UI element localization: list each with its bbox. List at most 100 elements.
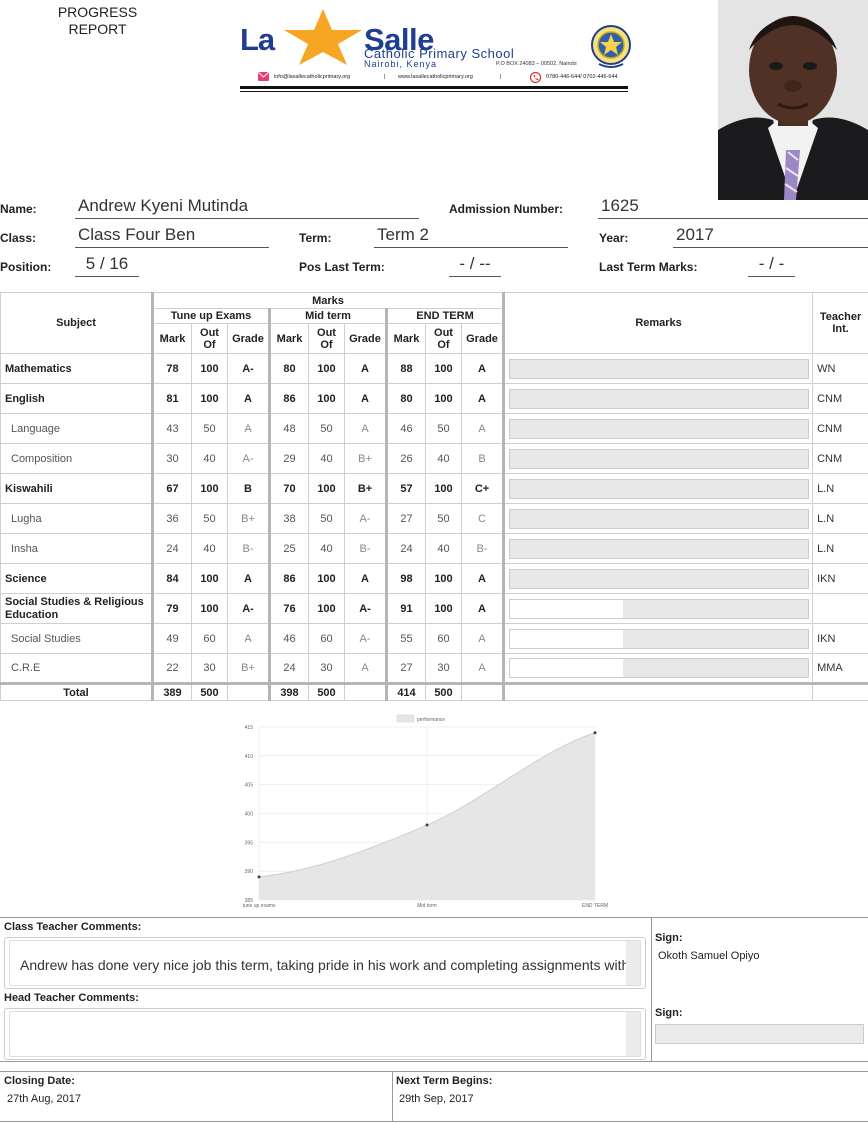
subject-cell: Kiswahili — [0, 473, 153, 504]
exam-header-mid-term: Mid term — [268, 308, 387, 324]
teacher-initials-cell — [812, 593, 868, 624]
remarks-field[interactable] — [509, 478, 810, 499]
out-of-cell: 100 — [425, 473, 462, 504]
out-of-header: Out Of — [308, 323, 345, 354]
performance-point — [593, 731, 597, 735]
remarks-field[interactable] — [509, 598, 810, 619]
teacher-initials-cell: L.N — [812, 533, 868, 564]
mark-cell: 25 — [268, 533, 309, 564]
closing-date-value: 27th Aug, 2017 — [7, 1093, 82, 1105]
class-teacher-comments-box[interactable]: Andrew has done very nice job this term,… — [4, 937, 646, 989]
y-tick-label: 385 — [245, 898, 254, 904]
total-label: Total — [0, 682, 153, 701]
teacher-initials-cell: IKN — [812, 623, 868, 654]
remarks-cell — [502, 353, 814, 384]
out-of-cell: 60 — [425, 623, 462, 654]
total-row: Total 389 500 398 500 414 500 — [0, 682, 868, 701]
next-term-label: Next Term Begins: — [396, 1075, 493, 1087]
y-tick-label: 390 — [245, 869, 254, 875]
remarks-cell — [502, 383, 814, 414]
grade-cell: A- — [344, 623, 387, 654]
logo-salle: Salle — [364, 22, 434, 57]
remarks-field[interactable] — [509, 448, 810, 469]
performance-point — [257, 875, 261, 879]
grade-cell: B+ — [344, 473, 387, 504]
remarks-field[interactable] — [509, 628, 810, 649]
subject-cell: Insha — [0, 533, 153, 564]
mark-cell: 70 — [268, 473, 309, 504]
header-rule-thick — [240, 86, 628, 89]
total-out-of-tune-up: 500 — [191, 682, 228, 701]
exam-header-tune-up: Tune up Exams — [151, 308, 270, 324]
subject-cell: Social Studies — [0, 623, 153, 654]
grade-header: Grade — [460, 323, 505, 354]
grade-cell: B+ — [227, 503, 270, 534]
subject-cell: C.R.E — [0, 653, 153, 684]
grade-cell: A- — [227, 443, 270, 474]
out-of-cell: 100 — [308, 353, 345, 384]
grade-cell: B- — [344, 533, 387, 564]
marks-header: Marks — [150, 292, 505, 309]
admission-label: Admission Number: — [449, 202, 564, 216]
pos-last-term-label: Pos Last Term: — [299, 260, 385, 274]
remarks-field[interactable] — [509, 508, 810, 529]
contact-separator-2: | — [500, 74, 502, 80]
phone-text[interactable]: 0780-446-644/ 0702-446-644 — [546, 74, 618, 80]
mark-cell: 24 — [385, 533, 426, 564]
footer-rule-1 — [0, 1061, 868, 1062]
grade-cell: A — [460, 653, 505, 684]
subject-cell: Social Studies & Religious Education — [0, 593, 153, 624]
out-of-cell: 40 — [425, 443, 462, 474]
grade-cell: A- — [344, 503, 387, 534]
grade-cell: A — [460, 383, 505, 414]
grade-cell: A — [344, 563, 387, 594]
class-teacher-sign-label: Sign: — [655, 932, 683, 944]
performance-chart: 385 390 395 400 405 410 415 tune up exams Mid te… — [243, 714, 608, 909]
grade-cell: C+ — [460, 473, 505, 504]
grade-cell: A — [227, 563, 270, 594]
mark-cell: 67 — [151, 473, 192, 504]
remarks-field[interactable] — [509, 538, 810, 559]
remarks-field[interactable] — [509, 568, 810, 589]
remarks-field[interactable] — [509, 388, 810, 409]
out-of-cell: 100 — [425, 353, 462, 384]
grade-cell: B+ — [344, 443, 387, 474]
mark-cell: 38 — [268, 503, 309, 534]
mark-cell: 80 — [385, 383, 426, 414]
subject-header: Subject — [0, 292, 153, 354]
grade-cell: B+ — [227, 653, 270, 684]
grade-cell: A — [344, 383, 387, 414]
total-out-of-end-term: 500 — [425, 682, 462, 701]
grade-cell: A — [460, 413, 505, 444]
footer-divider — [392, 1072, 393, 1122]
remarks-field[interactable] — [509, 358, 810, 379]
teacher-header-line1: Teacher — [819, 311, 862, 323]
head-teacher-sign-field[interactable] — [655, 1024, 864, 1044]
subject-cell: Mathematics — [0, 353, 153, 384]
out-of-cell: 50 — [425, 503, 462, 534]
website-text[interactable]: www.lasallecatholicprimary.org — [398, 74, 473, 80]
remarks-field[interactable] — [509, 418, 810, 439]
head-teacher-comments-box[interactable] — [4, 1008, 646, 1060]
mark-cell: 80 — [268, 353, 309, 384]
grade-cell: C — [460, 503, 505, 534]
mark-cell: 76 — [268, 593, 309, 624]
class-teacher-comments-scrollbar[interactable] — [626, 941, 640, 985]
total-out-of-mid-term: 500 — [308, 682, 345, 701]
head-teacher-comments-scrollbar[interactable] — [626, 1012, 640, 1056]
table-row: Language 43 50 A 48 50 A 46 50 A CNM — [0, 413, 868, 444]
out-of-header: Out Of — [425, 323, 462, 354]
school-city: Nairobi, Kenya — [364, 59, 438, 69]
remarks-field[interactable] — [509, 658, 810, 678]
mark-cell: 49 — [151, 623, 192, 654]
contact-line: info@lasallecatholicprimary.org | www.la… — [256, 72, 632, 84]
total-teacher — [812, 682, 868, 701]
class-teacher-comments-text: Andrew has done very nice job this term,… — [20, 957, 630, 973]
mark-cell: 86 — [268, 563, 309, 594]
email-text[interactable]: info@lasallecatholicprimary.org — [274, 74, 351, 80]
class-teacher-sign-name: Okoth Samuel Opiyo — [658, 950, 760, 962]
mark-cell: 46 — [268, 623, 309, 654]
out-of-header: Out Of — [191, 323, 228, 354]
head-teacher-comments-label: Head Teacher Comments: — [4, 992, 139, 1004]
out-of-cell: 50 — [425, 413, 462, 444]
